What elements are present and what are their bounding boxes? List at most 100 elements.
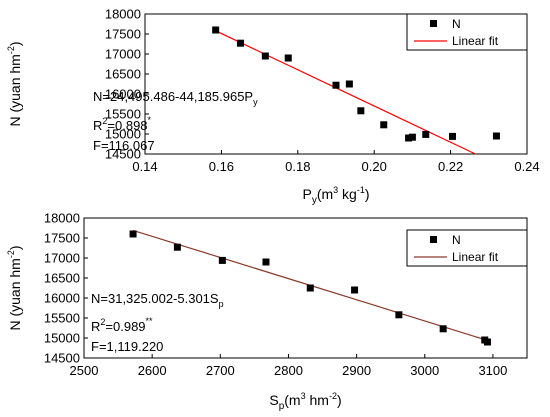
y-tick-label: 17000 (105, 47, 141, 62)
r-squared-superscript: 2 (102, 116, 107, 126)
r-squared-annotation: R2=0.898* (93, 115, 152, 133)
data-point (262, 258, 270, 266)
y-axis-label-post: ) (7, 245, 23, 250)
y-tick-label: 15000 (105, 127, 141, 142)
y-tick-label: 18000 (44, 211, 80, 226)
r-squared-value: =0.898 (107, 118, 147, 133)
significance-marker: * (148, 115, 152, 125)
y-tick-label: 14500 (44, 351, 80, 366)
legend-point-marker (430, 20, 437, 27)
x-tick-label: 2800 (274, 363, 303, 378)
data-point (380, 121, 388, 129)
chart-panel-2: 2500 2600 2700 2800 2900 3000 3100 14500 15000 15… (6, 211, 528, 412)
data-point (306, 284, 314, 292)
y-tick-label: 16500 (44, 271, 80, 286)
significance-marker: ** (146, 316, 154, 326)
y-axis-label-sup: -2 (6, 250, 16, 258)
x-axis-label-sub: p (279, 401, 285, 412)
x-tick-label: 0.14 (132, 159, 157, 174)
y-tick-label: 17500 (44, 231, 80, 246)
equation-subscript: y (253, 97, 258, 107)
y-axis-label-sup: -2 (6, 46, 16, 54)
x-tick-label: 2500 (70, 363, 99, 378)
y-tick-label: 16500 (105, 67, 141, 82)
y-tick-label: 14500 (105, 147, 141, 162)
equation-text: N=24,495.486-44,185.965P (93, 89, 253, 104)
legend-label-points: N (452, 233, 461, 247)
y-tick-label: 17000 (44, 251, 80, 266)
x-tick-label: 0.22 (438, 159, 463, 174)
x-axis-label-unit-mid: hm (306, 392, 329, 408)
x-axis-label-unit: (m (284, 392, 300, 408)
data-point (422, 130, 430, 138)
x-axis-label: Py(m3 kg-1) (302, 185, 369, 206)
x-axis-label-base: S (269, 392, 278, 408)
equation-text: N=31,325.002-5.301S (91, 291, 219, 306)
y-axis-label: N (yuan hm-2) (6, 245, 23, 330)
x-tick-label: 3100 (478, 363, 507, 378)
data-point (218, 256, 226, 264)
data-point (408, 133, 416, 141)
x-tick-label: 2700 (206, 363, 235, 378)
plot-frame (83, 217, 528, 359)
x-axis-label-sup2: -1 (357, 185, 365, 195)
linear-fit-line-1 (215, 30, 476, 155)
chart-panel-1: 0.14 0.16 0.18 0.20 0.22 0.24 14500 15000 15500 1… (6, 7, 540, 207)
r-squared-symbol: R (91, 319, 100, 334)
data-point (261, 52, 269, 60)
x-axis-label: Sp(m3 hm-2) (269, 391, 341, 412)
data-point (351, 286, 359, 294)
data-point (212, 26, 220, 34)
data-point (284, 54, 292, 62)
x-axis-label-sup2: -2 (329, 391, 337, 401)
f-statistic-annotation: F=116.067 (93, 138, 155, 153)
legend: N Linear fit (406, 13, 528, 51)
x-tick-label: 0.18 (285, 159, 310, 174)
plot-frame (144, 13, 528, 155)
data-point (439, 325, 447, 333)
x-axis-label-unit: (m (317, 186, 333, 202)
legend-box (406, 13, 528, 51)
x-axis-label-unit-mid: kg (338, 186, 357, 202)
data-point (483, 338, 491, 346)
x-axis-label-sup: 3 (333, 185, 338, 195)
data-point (173, 243, 181, 251)
y-axis-label-text: N (yuan hm (7, 54, 23, 126)
legend-label-line: Linear fit (452, 34, 499, 48)
data-point (395, 311, 403, 319)
r-squared-symbol: R (93, 118, 102, 133)
f-statistic-annotation: F=1,119.220 (91, 339, 163, 354)
x-tick-label: 2900 (342, 363, 371, 378)
data-point (332, 81, 340, 89)
x-axis-label-sup: 3 (301, 391, 306, 401)
legend-label-points: N (452, 17, 461, 31)
equation-annotation: N=31,325.002-5.301Sp (91, 291, 224, 309)
x-tick-label: 0.20 (362, 159, 387, 174)
x-tick-label: 0.16 (209, 159, 234, 174)
x-axis-label-sub: y (312, 195, 317, 206)
y-tick-label: 15500 (105, 107, 141, 122)
y-tick-label: 18000 (105, 7, 141, 22)
data-point (492, 132, 500, 140)
y-tick-label: 15000 (44, 331, 80, 346)
data-point (237, 39, 244, 47)
r-squared-value: =0.989 (105, 319, 145, 334)
legend-label-line: Linear fit (452, 250, 499, 264)
legend-box (406, 229, 528, 267)
r-squared-annotation: R2=0.989** (91, 316, 153, 334)
y-axis-label-post: ) (7, 41, 23, 46)
x-tick-label: 2600 (138, 363, 167, 378)
data-point (129, 230, 137, 238)
data-point (357, 107, 365, 115)
data-point (449, 132, 457, 140)
equation-annotation: N=24,495.486-44,185.965Py (93, 89, 258, 107)
x-axis-label-post: ) (365, 186, 370, 202)
y-tick-label: 15500 (44, 311, 80, 326)
y-axis-label: N (yuan hm-2) (6, 41, 23, 126)
x-axis-label-post: ) (337, 392, 342, 408)
y-axis-label-text: N (yuan hm (7, 258, 23, 330)
equation-subscript: p (219, 299, 224, 309)
r-squared-superscript: 2 (100, 317, 105, 327)
legend-point-marker (430, 236, 437, 243)
